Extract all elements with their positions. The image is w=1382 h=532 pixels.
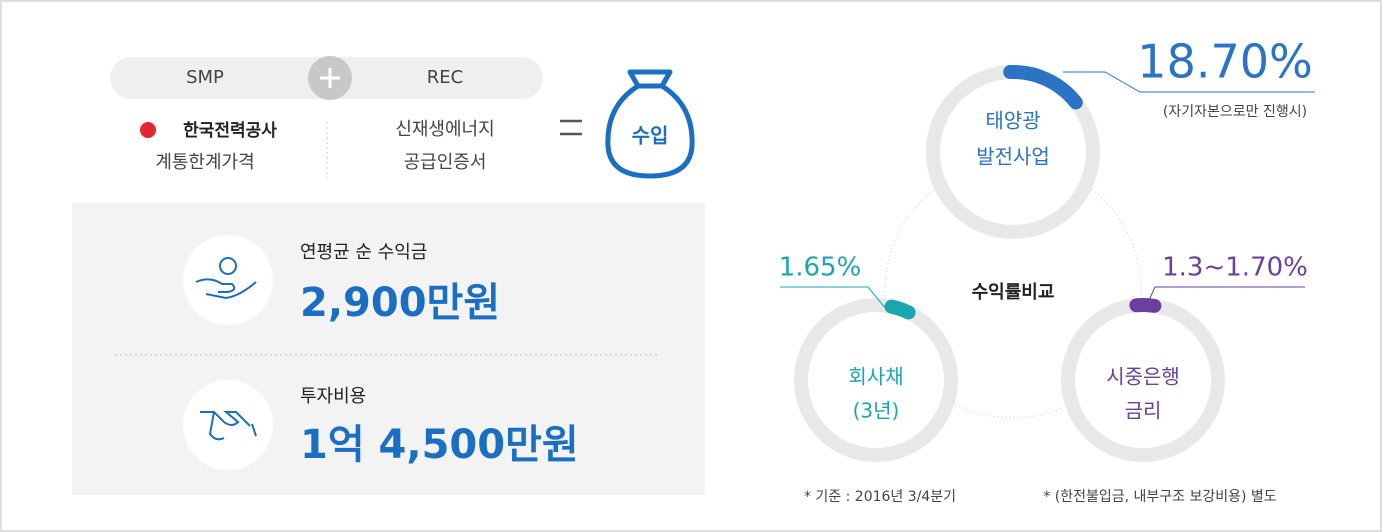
center-ring — [884, 161, 1142, 419]
ring-arc — [794, 297, 958, 462]
equals — [560, 119, 582, 136]
stats-box — [72, 203, 705, 495]
kepco-logo — [140, 122, 156, 138]
rec-line2: 공급인증서 — [404, 152, 487, 173]
smp: SMP — [186, 67, 224, 88]
item-name: 금리 — [1125, 399, 1162, 423]
result: 수입 — [632, 124, 669, 148]
money-bag — [605, 69, 695, 179]
stat-label: 투자비용 — [300, 386, 366, 407]
hand-icon — [195, 278, 257, 300]
stat-value: 1억 4,500만원 — [300, 422, 579, 468]
item-name: 회사채 — [848, 365, 903, 389]
handshake-icon — [200, 411, 257, 441]
stat-value: 2,900만원 — [300, 280, 500, 326]
footnote: * (한전불입금, 내부구조 보강비용) 별도 — [1043, 489, 1276, 505]
leader — [1144, 286, 1305, 310]
item-name: 태양광 — [985, 109, 1040, 133]
icon-bg — [183, 235, 273, 325]
rec: REC — [427, 67, 463, 88]
item-name: (3년) — [853, 399, 900, 423]
ring — [794, 298, 958, 462]
leader — [1063, 71, 1315, 93]
rec-line1: 신재생에너지 — [395, 119, 494, 140]
smp-org: 한국전력공사 — [183, 121, 277, 141]
item-name: 시중은행 — [1106, 365, 1180, 389]
item-name: 발전사업 — [976, 145, 1050, 169]
comparison-title: 수익률비교 — [972, 282, 1055, 303]
coin — [219, 257, 237, 275]
footnote: * 기준 : 2016년 3/4분기 — [804, 489, 956, 505]
ring-arc — [1061, 298, 1225, 462]
item-rate: 1.3~1.70% — [1162, 253, 1308, 283]
smp-desc: 계통한계가격 — [155, 152, 254, 173]
stat-label: 연평균 순 수익금 — [300, 242, 427, 263]
ring-arc — [926, 65, 1100, 240]
item-rate: 18.70% — [1137, 35, 1312, 89]
leader — [780, 286, 887, 310]
item-note: (자기자본으로만 진행시) — [1163, 104, 1307, 120]
plus — [320, 68, 340, 88]
item-rate: 1.65% — [779, 253, 862, 283]
